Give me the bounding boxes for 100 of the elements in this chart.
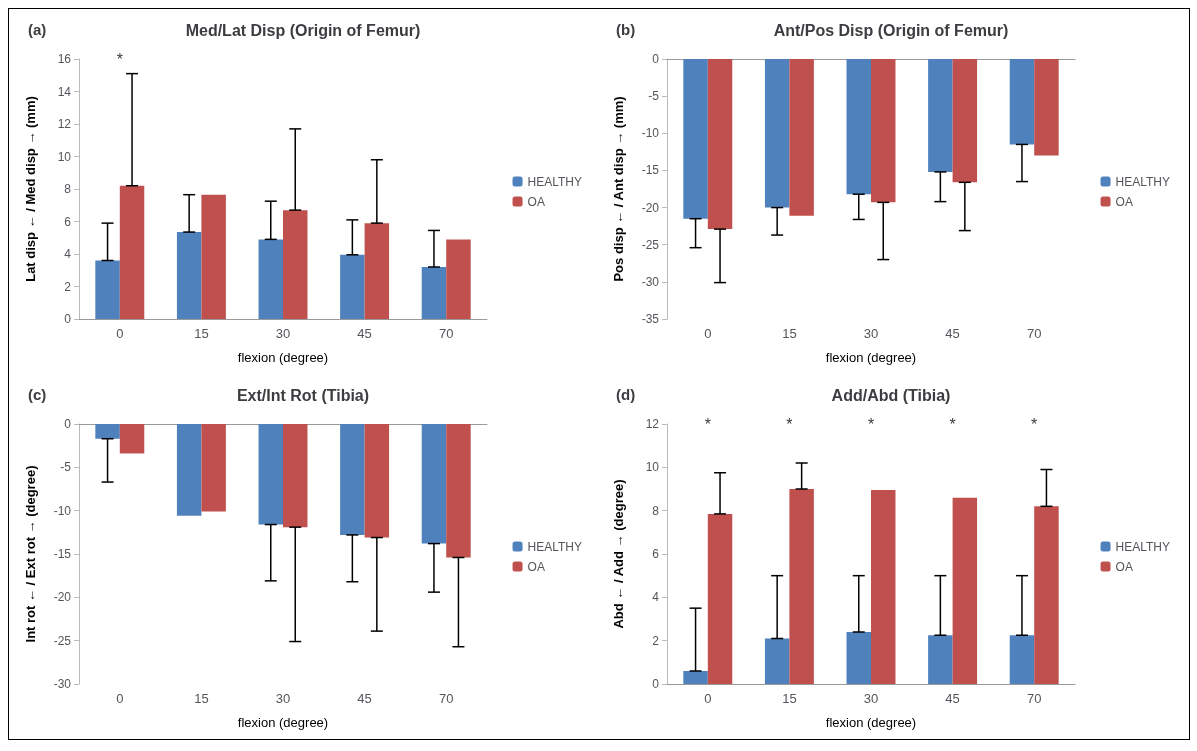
bar [1034,506,1059,684]
bar [952,497,978,684]
x-tick-label: 45 [357,326,372,341]
x-tick-label: 15 [782,326,797,341]
x-tick-label: 30 [275,326,291,341]
y-axis-title: Pos disp ← / Ant disp → (mm) [611,96,626,282]
bar [421,267,447,319]
y-tick-label: -10 [53,503,72,518]
y-tick-label: -15 [641,163,660,178]
bar [846,632,871,684]
annotation: * [1031,415,1038,433]
x-tick-label: 45 [945,326,960,341]
y-tick-label: 8 [64,182,72,196]
y-axis-title: Abd ← / Add → (degree) [611,479,626,629]
legend-label: OA [1115,194,1133,209]
x-tick-label: 0 [116,326,124,341]
y-tick-label: -25 [53,633,72,648]
x-tick-label: 0 [116,691,124,706]
legend-label: HEALTHY [527,539,583,554]
x-tick-label: 15 [782,691,797,706]
y-tick-label: 4 [652,590,660,605]
y-tick-label: 12 [57,117,72,131]
x-tick-label: 30 [863,691,879,706]
x-axis-title: flexion (degree) [237,350,329,365]
annotation: * [949,415,956,433]
x-tick-label: 0 [704,691,712,706]
y-tick-label: -30 [53,677,72,691]
x-tick-label: 70 [438,326,454,341]
bar [176,232,202,319]
y-tick-label: -15 [53,547,72,561]
y-tick-label: 2 [64,279,72,294]
bar [1009,635,1035,684]
annotation: * [786,415,793,433]
bar [764,638,790,684]
bar [789,489,814,684]
text: (c) [28,386,47,403]
y-tick-label: -20 [641,200,660,215]
y-axis-title: Lat disp ← / Med disp → (mm) [23,96,38,282]
bar [258,239,283,319]
x-tick-label: 45 [945,691,960,706]
y-tick-label: 6 [652,547,660,561]
chart-title: Ant/Pos Disp (Origin of Femur) [773,21,1009,39]
y-tick-label: -5 [60,460,72,475]
annotation: * [704,415,711,433]
legend-label: HEALTHY [1115,174,1171,189]
annotation: * [116,50,123,68]
y-tick-label: 0 [652,52,660,66]
x-tick-label: 45 [357,691,372,706]
y-tick-label: 10 [645,460,660,475]
bar [340,254,365,319]
y-tick-label: 0 [64,417,72,431]
legend-label: OA [1115,559,1133,574]
text: (a) [28,21,47,38]
annotation: * [867,415,875,433]
y-tick-label: -25 [641,237,660,252]
x-tick-label: 15 [194,691,209,706]
x-axis-title: flexion (degree) [825,715,917,730]
chart-title: Med/Lat Disp (Origin of Femur) [185,21,421,39]
bar [201,194,226,319]
y-tick-label: -30 [641,274,660,289]
text: (b) [616,21,636,38]
y-tick-label: -35 [641,312,660,326]
legend-label: OA [527,194,545,209]
chart-title: Add/Abd (Tibia) [831,386,951,404]
legend-label: HEALTHY [1115,539,1171,554]
bar [446,239,471,319]
bar [683,671,708,684]
y-axis-title: Int rot ← / Ext rot → (degree) [23,465,38,643]
x-tick-label: 15 [194,326,209,341]
x-tick-label: 30 [275,691,291,706]
y-tick-label: 10 [57,149,72,164]
x-tick-label: 70 [438,691,454,706]
x-tick-label: 70 [1026,691,1042,706]
x-tick-label: 0 [704,326,712,341]
y-tick-label: 16 [57,52,72,66]
y-tick-label: 12 [645,417,660,431]
bar [119,185,145,319]
x-tick-label: 30 [863,326,879,341]
text: (d) [616,386,636,403]
bar [707,513,733,684]
x-axis-title: flexion (degree) [825,350,917,365]
y-tick-label: 0 [652,677,660,691]
bar [364,223,390,319]
bar [871,490,896,684]
y-tick-label: 8 [652,503,660,518]
y-tick-label: 14 [57,84,72,99]
bar [283,210,308,319]
x-tick-label: 70 [1026,326,1042,341]
y-tick-label: 0 [64,312,72,326]
y-tick-label: 2 [652,633,660,648]
chart-title: Ext/Int Rot (Tibia) [236,386,370,404]
y-tick-label: -10 [641,126,660,141]
y-tick-label: -20 [53,590,72,605]
y-tick-label: -5 [648,89,660,104]
legend-label: HEALTHY [527,174,583,189]
bar [928,635,953,684]
x-axis-title: flexion (degree) [237,715,329,730]
y-tick-label: 4 [64,247,72,261]
bar [95,260,120,319]
y-tick-label: 6 [64,214,72,229]
